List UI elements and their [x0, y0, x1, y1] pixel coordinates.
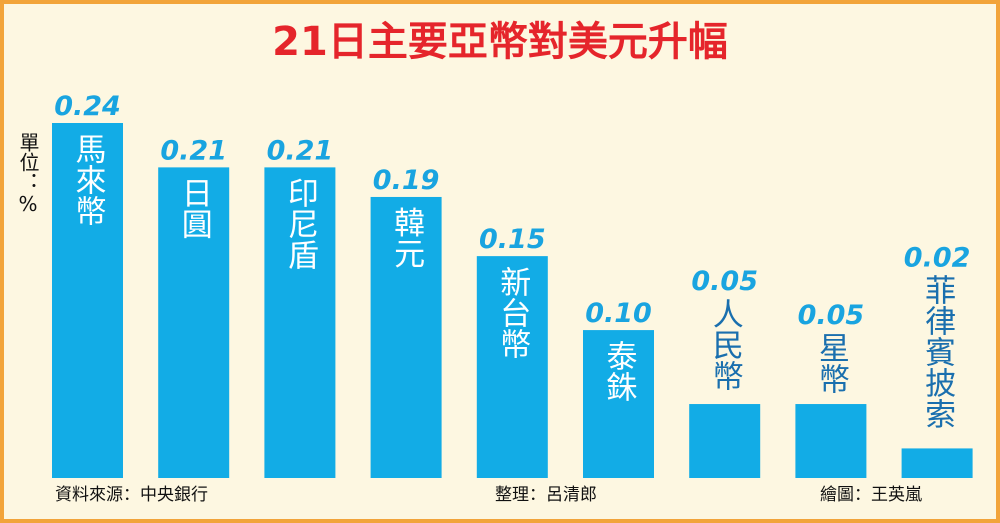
bar: [901, 448, 973, 478]
bar: [795, 404, 867, 478]
bar: [158, 167, 230, 478]
bar: [583, 330, 654, 478]
illustrator: 繪圖：王英嵐: [820, 485, 922, 505]
category-label: 印尼盾: [282, 177, 318, 270]
value-label: 0.05: [798, 300, 865, 331]
category-label: 日圓: [176, 177, 212, 239]
value-label: 0.19: [373, 165, 440, 196]
category-label: 韓元: [388, 207, 424, 269]
value-label: 0.05: [691, 266, 758, 297]
category-label: 菲律賓披索: [919, 274, 956, 429]
bar: [264, 167, 336, 478]
bar: [689, 404, 761, 478]
compiler: 整理：呂清郎: [495, 485, 597, 505]
unit-label: 單位：%: [16, 132, 40, 216]
category-label: 泰銖: [601, 340, 638, 402]
category-label: 人民幣: [707, 298, 743, 391]
value-label: 0.21: [160, 135, 227, 166]
chart-title: 21日主要亞幣對美元升幅: [272, 19, 728, 65]
bar: [52, 123, 123, 478]
value-label: 0.02: [904, 242, 971, 273]
category-label: 馬來幣: [70, 133, 106, 226]
value-label: 0.21: [267, 135, 334, 166]
category-label: 新台幣: [494, 266, 530, 359]
value-label: 0.24: [54, 91, 121, 122]
source: 資料來源：中央銀行: [55, 485, 208, 505]
bar: [370, 196, 442, 479]
value-label: 0.15: [479, 224, 546, 255]
category-label: 星幣: [813, 332, 849, 394]
bar: [476, 256, 548, 478]
value-label: 0.10: [585, 298, 652, 329]
